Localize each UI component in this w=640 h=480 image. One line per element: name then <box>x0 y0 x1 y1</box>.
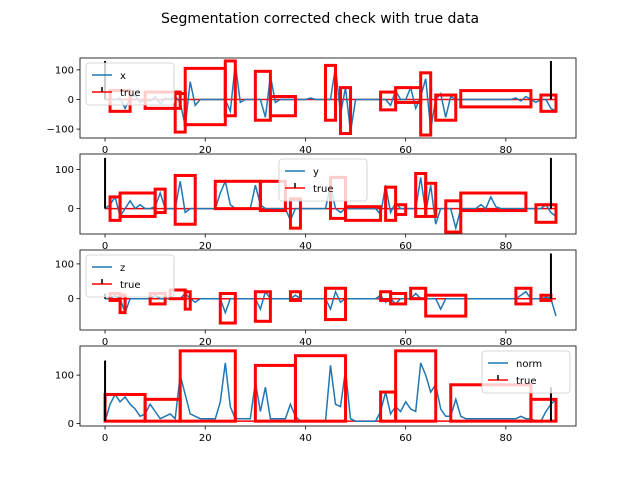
subplot-4: 0 20 40 60 80 0 100 norm true <box>55 345 577 444</box>
legend-label-true: true <box>120 280 141 291</box>
segment-box <box>434 93 458 122</box>
segment-box <box>534 203 558 224</box>
segment-box <box>183 290 192 311</box>
x-tick-label: 20 <box>199 241 212 252</box>
x-tick-label: 20 <box>199 145 212 156</box>
x-tick-label: 80 <box>499 145 512 156</box>
x-tick-label: 0 <box>102 145 108 156</box>
y-tick-label: 100 <box>55 371 74 382</box>
legend: norm true <box>481 350 571 394</box>
segment-box <box>323 63 338 122</box>
legend: y true <box>278 158 368 202</box>
x-tick-label: 60 <box>399 337 412 348</box>
segment-box <box>288 197 302 230</box>
x-tick-label: 60 <box>399 241 412 252</box>
segment-box <box>514 286 533 306</box>
y-tick-label: 0 <box>68 294 74 305</box>
segment-box <box>529 397 558 423</box>
x-tick-label: 20 <box>199 337 212 348</box>
subplot-3: 0 20 40 60 80 0 100 z true <box>55 249 577 348</box>
segment-box <box>173 173 197 226</box>
segment-box <box>118 191 157 218</box>
x-tick-label: 60 <box>399 145 412 156</box>
y-tick-label: −100 <box>47 125 74 136</box>
segment-box <box>394 349 438 423</box>
x-tick-label: 0 <box>102 241 108 252</box>
segment-box <box>293 354 348 423</box>
plot-area <box>104 157 558 234</box>
legend-label-signal: z <box>120 263 125 274</box>
legend-label-true: true <box>313 184 334 195</box>
segment-box <box>409 286 428 301</box>
y-tick-label: 0 <box>68 419 74 430</box>
subplot-1: 0 20 40 60 80 −100 0 100 x true <box>47 57 577 156</box>
legend-box <box>278 158 368 202</box>
plot-area <box>104 253 557 325</box>
segment-box <box>288 290 302 302</box>
y-tick-label: 100 <box>55 259 74 270</box>
segment-box <box>253 290 272 323</box>
segment-box <box>539 93 558 113</box>
x-tick-label: 80 <box>499 337 512 348</box>
axes-frame <box>79 345 577 427</box>
segment-box <box>394 203 408 216</box>
axes-container: 0 20 40 60 80 −100 0 100 x true 0 20 40 60 80 0 100 y true… <box>47 57 577 444</box>
segment-box <box>268 95 297 118</box>
figure-title: Segmentation corrected check with true d… <box>161 11 479 27</box>
x-tick-label: 80 <box>499 241 512 252</box>
legend: z true <box>85 254 175 298</box>
legend: x true <box>85 62 175 106</box>
y-tick-label: 100 <box>55 65 74 76</box>
axes-frame <box>79 57 577 139</box>
axes-frame <box>79 153 577 235</box>
segment-box <box>459 191 528 213</box>
x-tick-label: 40 <box>299 241 312 252</box>
legend-label-signal: norm <box>516 359 542 370</box>
y-tick-label: 100 <box>55 165 74 176</box>
segment-box <box>253 363 297 423</box>
legend-box <box>481 350 571 394</box>
segment-box <box>223 59 237 118</box>
segment-box <box>419 71 433 137</box>
segment-box <box>379 390 398 423</box>
y-tick-label: 0 <box>68 204 74 215</box>
segment-box <box>153 187 167 215</box>
legend-label-signal: y <box>313 167 319 178</box>
x-tick-label: 80 <box>499 433 512 444</box>
segment-box <box>103 392 147 423</box>
legend-box <box>85 254 175 298</box>
subplot-2: 0 20 40 60 80 0 100 y true <box>55 153 577 252</box>
segment-box <box>424 293 468 318</box>
x-tick-label: 20 <box>199 433 212 444</box>
legend-label-true: true <box>120 88 141 99</box>
segment-box <box>389 291 408 306</box>
segment-box <box>323 286 348 322</box>
x-tick-label: 40 <box>299 337 312 348</box>
x-tick-label: 40 <box>299 433 312 444</box>
y-tick-label: 0 <box>68 95 74 106</box>
plot-area <box>103 349 558 423</box>
x-tick-label: 60 <box>399 433 412 444</box>
segment-box <box>344 205 383 222</box>
segment-box <box>339 86 353 136</box>
segment-box <box>379 90 398 112</box>
segment-box <box>424 181 438 218</box>
segment-box <box>459 89 533 109</box>
axes-frame <box>79 249 577 331</box>
segment-box <box>444 199 463 234</box>
legend-box <box>85 62 175 106</box>
x-tick-label: 0 <box>102 337 108 348</box>
legend-label-signal: x <box>120 71 126 82</box>
segment-box <box>178 349 237 423</box>
x-tick-label: 0 <box>102 433 108 444</box>
segment-box <box>218 291 237 325</box>
legend-label-true: true <box>516 376 537 387</box>
segment-box <box>183 66 227 127</box>
x-tick-label: 40 <box>299 145 312 156</box>
